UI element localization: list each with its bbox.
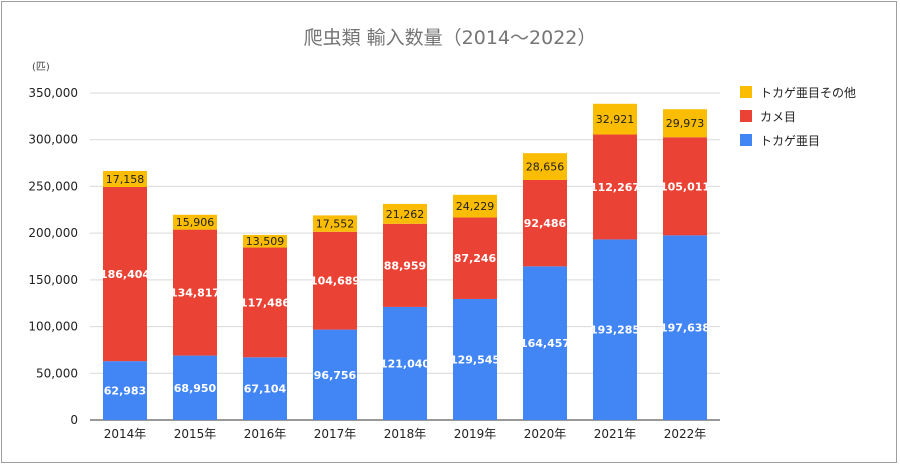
y-axis-ticks: 0 50,000 100,000 150,000 200,000 250,000 300,0… [28,86,78,427]
data-label: 24,229 [456,200,495,213]
y-tick-label: 0 [70,413,78,427]
bar-segment[interactable] [313,329,357,420]
legend-swatch [740,110,752,122]
y-tick-label: 100,000 [28,320,78,334]
bar-segment[interactable] [173,229,217,356]
bar-segment[interactable] [593,239,637,420]
data-label: 17,552 [316,218,355,231]
legend-swatch [740,134,752,146]
data-label: 105,011 [660,180,710,193]
y-tick-label: 250,000 [28,179,78,193]
x-tick-label: 2014年 [104,427,147,441]
bar-segment[interactable] [593,103,637,135]
y-tick-label: 350,000 [28,86,78,100]
x-tick-label: 2021年 [594,427,637,441]
data-label: 21,262 [386,208,425,221]
bar-segment[interactable] [383,203,427,224]
legend-label: カメ目 [760,110,796,124]
bar-segment[interactable] [453,194,497,218]
x-axis-ticks: 2014年 2015年 2016年 2017年 2018年 2019年 2020年 2021年… [104,427,707,441]
bar-segment[interactable] [523,153,567,180]
data-label: 104,689 [310,275,360,288]
data-label: 186,404 [100,268,150,281]
data-label: 134,817 [170,287,220,300]
legend-label: トカゲ亜目その他 [760,86,856,100]
bars [103,103,707,420]
bar-segment[interactable] [383,306,427,420]
bar-segment[interactable] [593,134,637,240]
data-label: 29,973 [666,117,705,130]
data-label: 96,756 [314,369,357,382]
x-tick-label: 2017年 [314,427,357,441]
bar-segment[interactable] [663,137,707,236]
bar-segment[interactable] [523,266,567,420]
legend-label: トカゲ亜目 [760,134,820,148]
data-label: 13,509 [246,235,285,248]
x-tick-label: 2020年 [524,427,567,441]
data-label: 88,959 [384,259,426,272]
data-label: 112,267 [590,181,640,194]
data-label: 28,656 [526,161,565,174]
legend-item[interactable]: トカゲ亜目その他 [740,86,856,100]
bar-segment[interactable] [313,231,357,330]
legend-item[interactable]: カメ目 [740,110,796,124]
bar-segment[interactable] [103,170,147,188]
legend-swatch [740,86,752,98]
data-label: 62,983 [104,385,146,398]
data-label: 15,906 [176,216,215,229]
data-label: 121,040 [380,357,430,370]
bar-segment[interactable] [453,298,497,420]
bar-segment[interactable] [243,357,287,420]
bar-segment[interactable] [103,187,147,362]
chart-title: 爬虫類 輸入数量（2014～2022） [304,27,597,49]
data-label: 68,950 [174,382,217,395]
bar-segment[interactable] [383,223,427,307]
bar-segment[interactable] [173,355,217,420]
bar-segment[interactable] [663,235,707,420]
data-label: 117,486 [240,296,290,309]
x-tick-label: 2015年 [174,427,217,441]
data-label: 17,158 [106,173,145,186]
bar-segment[interactable] [523,179,567,267]
bar-segment[interactable] [663,109,707,138]
data-labels: 62,983 186,404 17,158 68,950 134,817 15,906 67… [100,113,710,397]
data-label: 67,104 [244,383,287,396]
x-tick-label: 2016年 [244,427,287,441]
bar-segment[interactable] [243,234,287,248]
bar-segment[interactable] [243,247,287,358]
bar-segment[interactable] [453,217,497,299]
legend-item[interactable]: トカゲ亜目 [740,134,820,148]
y-tick-label: 50,000 [36,366,78,380]
y-axis-unit: (匹) [32,62,50,73]
x-tick-label: 2022年 [664,427,707,441]
data-label: 164,457 [520,337,570,350]
bar-segment[interactable] [173,214,217,230]
bar-segment[interactable] [313,215,357,232]
data-label: 197,638 [660,322,710,335]
x-tick-label: 2019年 [454,427,497,441]
data-label: 193,285 [590,324,640,337]
bar-segment[interactable] [103,361,147,420]
y-tick-label: 300,000 [28,133,78,147]
y-tick-label: 200,000 [28,226,78,240]
data-label: 129,545 [450,353,500,366]
data-label: 87,246 [454,252,497,265]
x-tick-label: 2018年 [384,427,427,441]
data-label: 32,921 [596,113,635,126]
data-label: 92,486 [524,217,567,230]
y-tick-label: 150,000 [28,273,78,287]
